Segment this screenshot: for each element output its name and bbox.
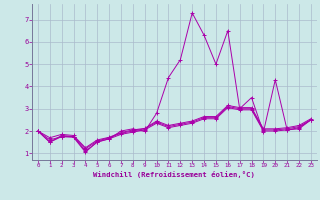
X-axis label: Windchill (Refroidissement éolien,°C): Windchill (Refroidissement éolien,°C) [93,171,255,178]
